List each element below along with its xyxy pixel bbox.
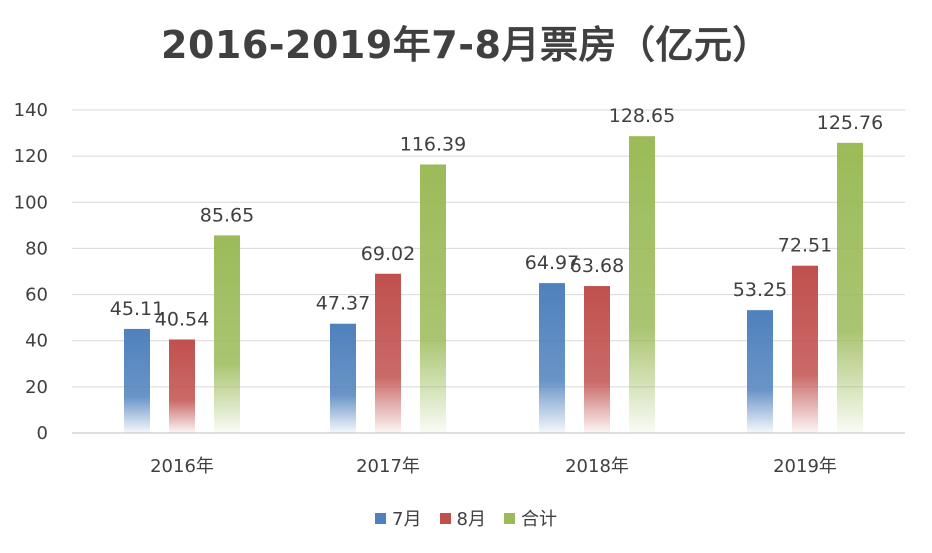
- x-tick-label: 2018年: [565, 456, 629, 477]
- data-label: 72.51: [778, 235, 832, 257]
- y-tick-label: 60: [25, 285, 48, 306]
- data-label: 53.25: [733, 279, 787, 301]
- data-label: 40.54: [155, 308, 209, 330]
- x-tick-label: 2017年: [356, 456, 420, 477]
- legend-label-august: 8月: [456, 509, 486, 530]
- bar: [792, 265, 818, 433]
- data-label: 63.68: [570, 255, 624, 277]
- data-label: 128.65: [609, 105, 675, 127]
- y-tick-label: 140: [14, 100, 48, 121]
- bar: [124, 328, 150, 433]
- bar: [747, 310, 773, 433]
- x-tick-label: 2019年: [773, 456, 837, 477]
- bar: [629, 136, 655, 433]
- bar: [214, 235, 240, 433]
- y-tick-label: 100: [14, 192, 48, 213]
- data-label: 45.11: [110, 298, 164, 320]
- legend-swatch-july: [375, 512, 387, 524]
- bar: [375, 273, 401, 433]
- legend-label-total: 合计: [520, 509, 557, 530]
- y-tick-label: 20: [25, 377, 48, 398]
- y-tick-label: 80: [25, 238, 48, 259]
- legend-item-total: 合计: [503, 505, 557, 531]
- y-tick-label: 0: [37, 423, 48, 444]
- y-tick-label: 120: [14, 146, 48, 167]
- legend: 7月 8月 合计: [0, 505, 932, 531]
- bar: [584, 286, 610, 433]
- legend-swatch-total: [503, 512, 515, 524]
- data-label: 64.97: [525, 252, 579, 274]
- x-tick-label: 2016年: [150, 456, 214, 477]
- legend-item-july: 7月: [375, 505, 422, 531]
- chart-title: 2016-2019年7-8月票房（亿元）: [161, 23, 771, 67]
- data-label: 85.65: [200, 204, 254, 226]
- bar: [539, 283, 565, 433]
- legend-item-august: 8月: [439, 505, 486, 531]
- bar: [169, 339, 195, 433]
- data-label: 116.39: [400, 133, 466, 155]
- data-label: 47.37: [316, 293, 370, 315]
- data-label: 125.76: [817, 112, 883, 134]
- legend-swatch-august: [439, 512, 451, 524]
- bar: [330, 323, 356, 433]
- legend-label-july: 7月: [392, 509, 422, 530]
- data-label: 69.02: [361, 243, 415, 265]
- bar: [837, 142, 863, 434]
- y-tick-label: 40: [25, 331, 48, 352]
- bar: [420, 164, 446, 433]
